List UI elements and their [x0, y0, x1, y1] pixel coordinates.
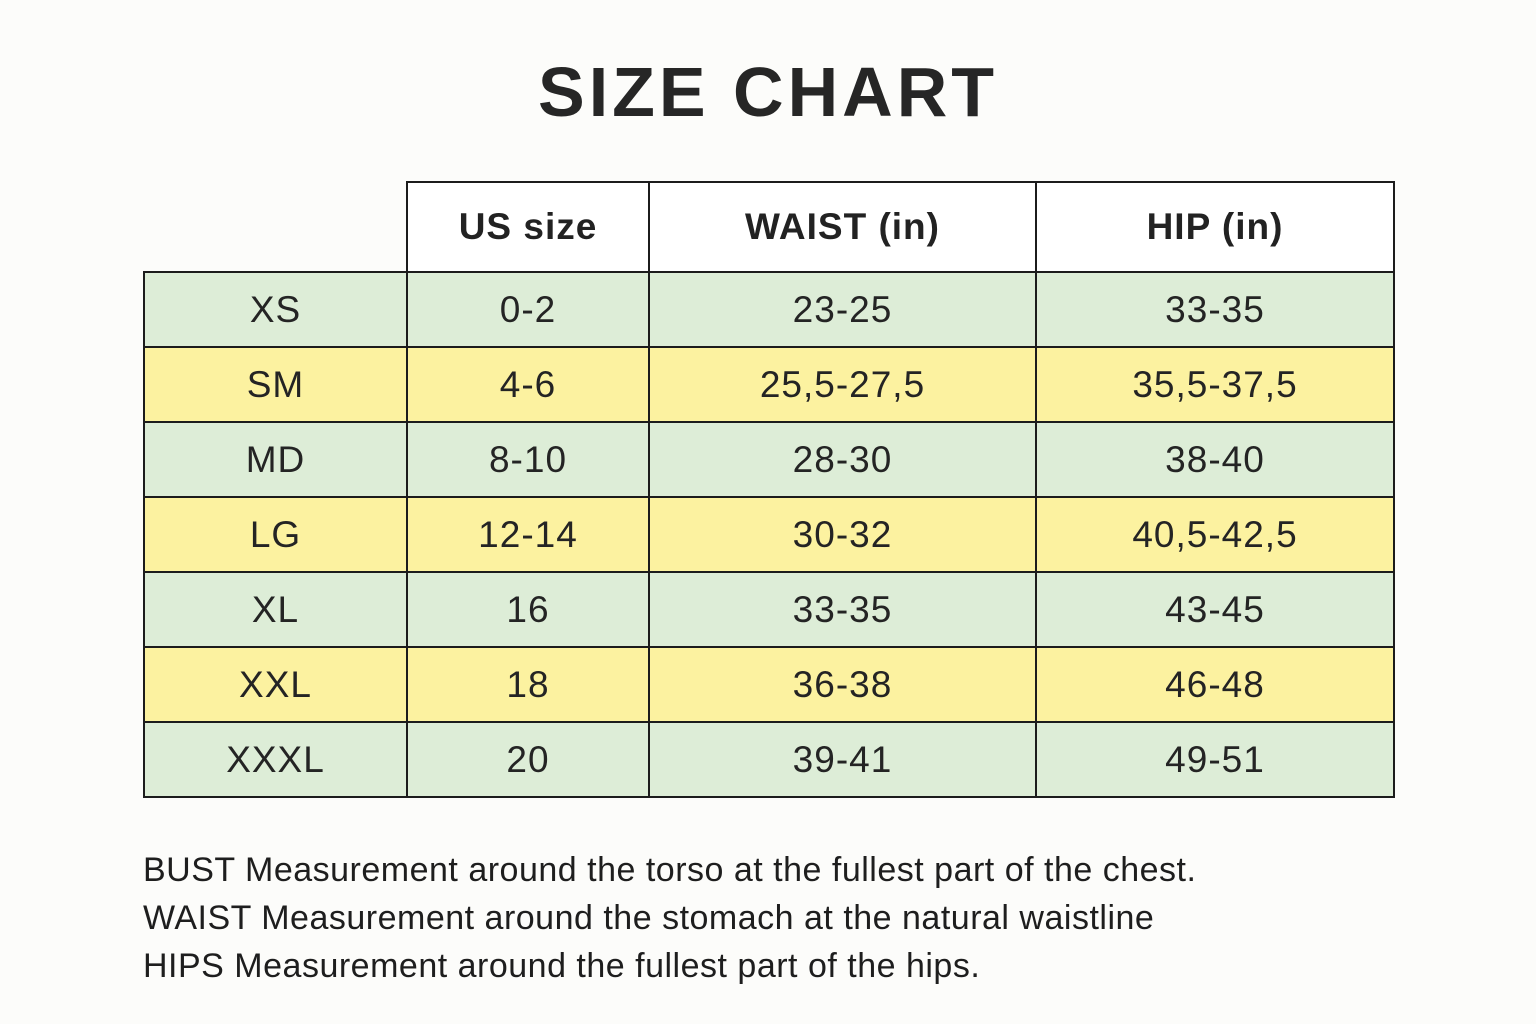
cell-hip: 49-51: [1035, 721, 1395, 798]
cell-hip: 38-40: [1035, 421, 1395, 498]
corner-cell: [144, 182, 407, 272]
col-header-us-size: US size: [406, 181, 650, 273]
table-row-lg: LG 12-14 30-32 40,5-42,5: [143, 496, 1395, 573]
table-row-xs: XS 0-2 23-25 33-35: [143, 271, 1395, 348]
cell-us-size: 0-2: [406, 271, 650, 348]
cell-us-size: 12-14: [406, 496, 650, 573]
table-row-xxl: XXL 18 36-38 46-48: [143, 646, 1395, 723]
header-row: US size WAIST (in) HIP (in): [144, 181, 1395, 273]
table-row-md: MD 8-10 28-30 38-40: [143, 421, 1395, 498]
note-bust: BUST Measurement around the torso at the…: [143, 851, 1197, 889]
note-waist: WAIST Measurement around the stomach at …: [143, 899, 1155, 937]
col-header-waist: WAIST (in): [648, 181, 1037, 273]
cell-hip: 33-35: [1035, 271, 1395, 348]
table-row-sm: SM 4-6 25,5-27,5 35,5-37,5: [143, 346, 1395, 423]
cell-us-size: 16: [406, 571, 650, 648]
cell-us-size: 20: [406, 721, 650, 798]
cell-waist: 30-32: [648, 496, 1037, 573]
measurement-notes: BUST Measurement around the torso at the…: [143, 846, 1443, 990]
table-row-xxxl: XXXL 20 39-41 49-51: [143, 721, 1395, 798]
size-label: XL: [143, 571, 408, 648]
cell-waist: 23-25: [648, 271, 1037, 348]
table-row-xl: XL 16 33-35 43-45: [143, 571, 1395, 648]
size-label: SM: [143, 346, 408, 423]
cell-us-size: 8-10: [406, 421, 650, 498]
size-label: XS: [143, 271, 408, 348]
note-hips: HIPS Measurement around the fullest part…: [143, 947, 981, 985]
page-title: SIZE CHART: [538, 53, 998, 131]
size-label: XXL: [143, 646, 408, 723]
cell-waist: 28-30: [648, 421, 1037, 498]
cell-hip: 40,5-42,5: [1035, 496, 1395, 573]
size-table: US size WAIST (in) HIP (in) XS 0-2 23-25…: [143, 181, 1395, 798]
size-label: LG: [143, 496, 408, 573]
cell-hip: 46-48: [1035, 646, 1395, 723]
cell-us-size: 4-6: [406, 346, 650, 423]
cell-waist: 36-38: [648, 646, 1037, 723]
cell-waist: 25,5-27,5: [648, 346, 1037, 423]
cell-waist: 33-35: [648, 571, 1037, 648]
cell-waist: 39-41: [648, 721, 1037, 798]
cell-us-size: 18: [406, 646, 650, 723]
size-label: XXXL: [143, 721, 408, 798]
col-header-hip: HIP (in): [1035, 181, 1395, 273]
size-label: MD: [143, 421, 408, 498]
cell-hip: 35,5-37,5: [1035, 346, 1395, 423]
cell-hip: 43-45: [1035, 571, 1395, 648]
